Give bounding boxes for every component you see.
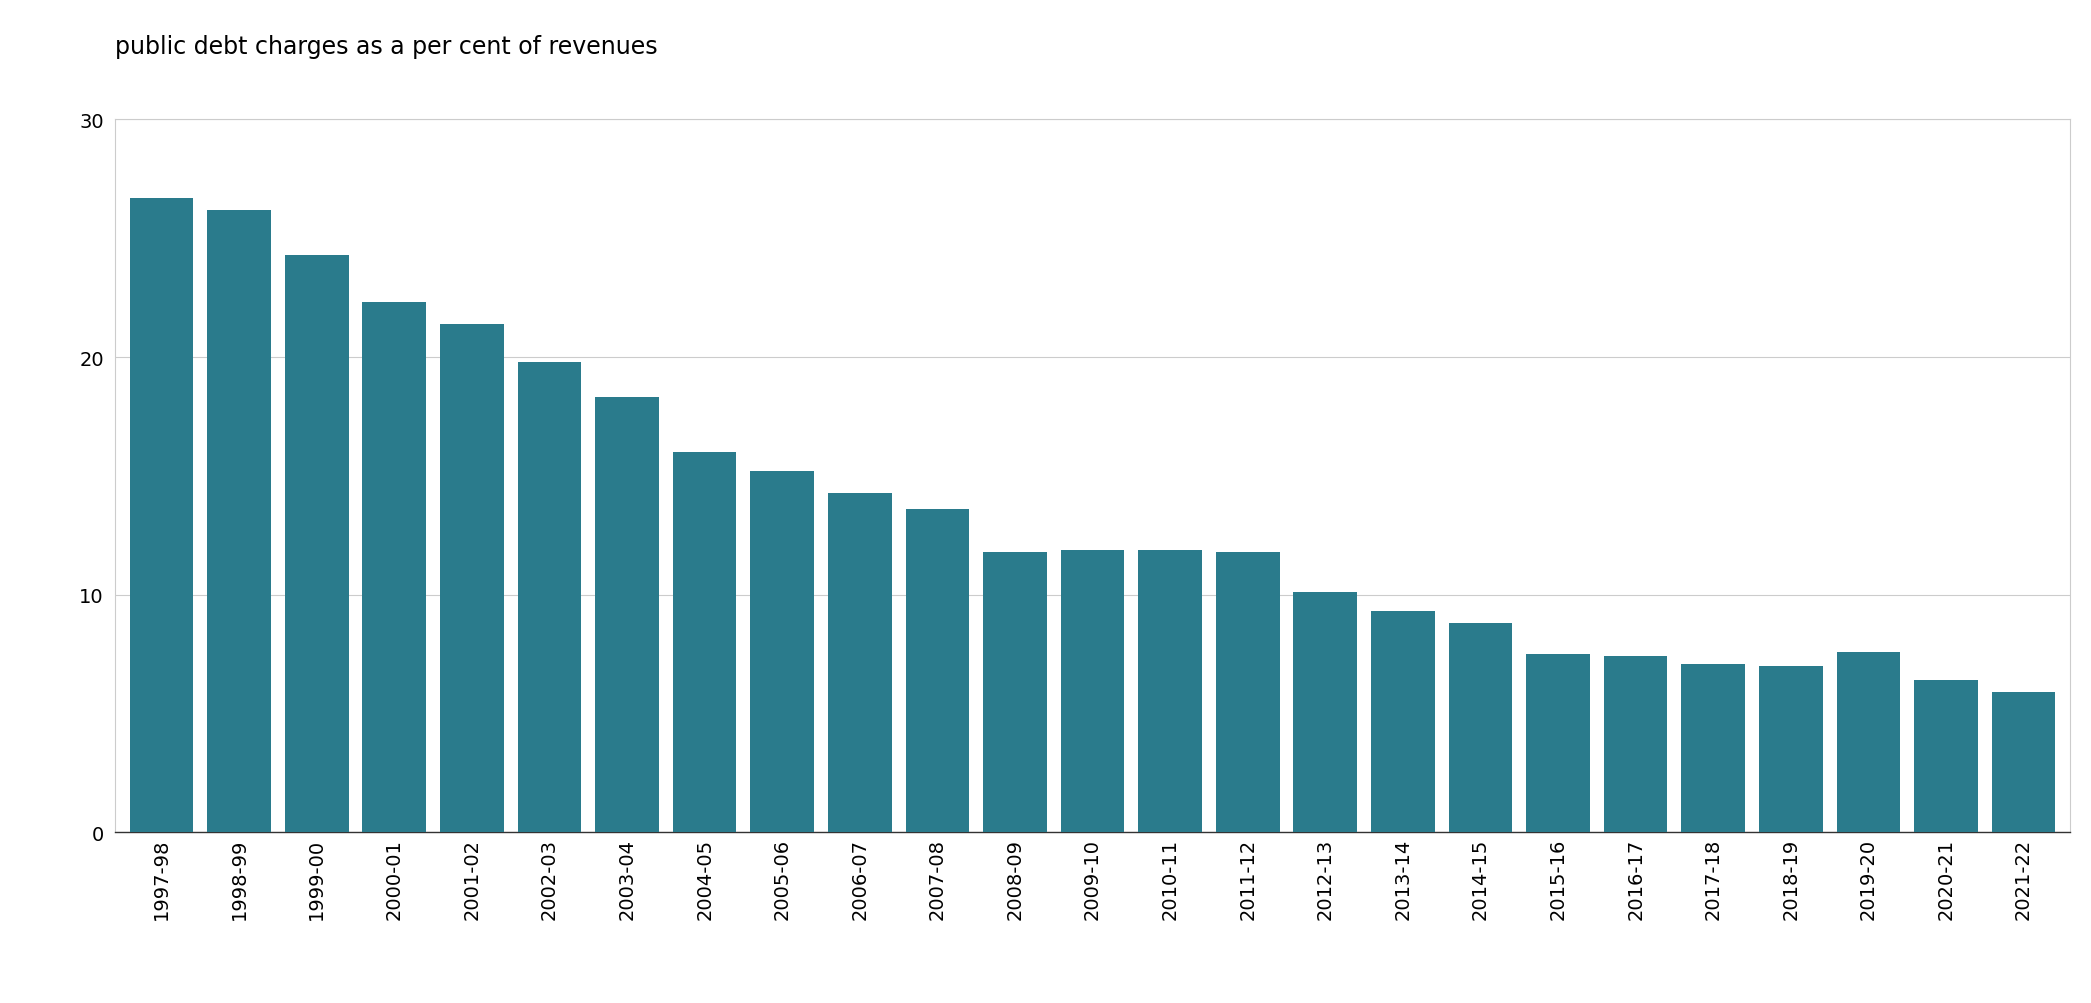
Bar: [1993, 692, 2055, 832]
Text: public debt charges as a per cent of revenues: public debt charges as a per cent of rev…: [115, 35, 659, 59]
Bar: [362, 303, 427, 832]
Bar: [596, 398, 659, 832]
Bar: [1215, 553, 1280, 832]
Bar: [439, 325, 504, 832]
Bar: [1836, 652, 1901, 832]
Bar: [1449, 624, 1512, 832]
Bar: [751, 471, 813, 832]
Bar: [1294, 593, 1357, 832]
Bar: [1138, 550, 1202, 832]
Bar: [673, 452, 736, 832]
Bar: [1759, 666, 1823, 832]
Bar: [207, 211, 272, 832]
Bar: [1604, 657, 1667, 832]
Bar: [828, 493, 891, 832]
Bar: [983, 553, 1048, 832]
Bar: [519, 362, 581, 832]
Bar: [1681, 664, 1746, 832]
Bar: [1913, 681, 1978, 832]
Bar: [1060, 550, 1125, 832]
Bar: [1526, 654, 1589, 832]
Bar: [130, 199, 192, 832]
Bar: [905, 510, 970, 832]
Bar: [1372, 612, 1434, 832]
Bar: [284, 256, 349, 832]
